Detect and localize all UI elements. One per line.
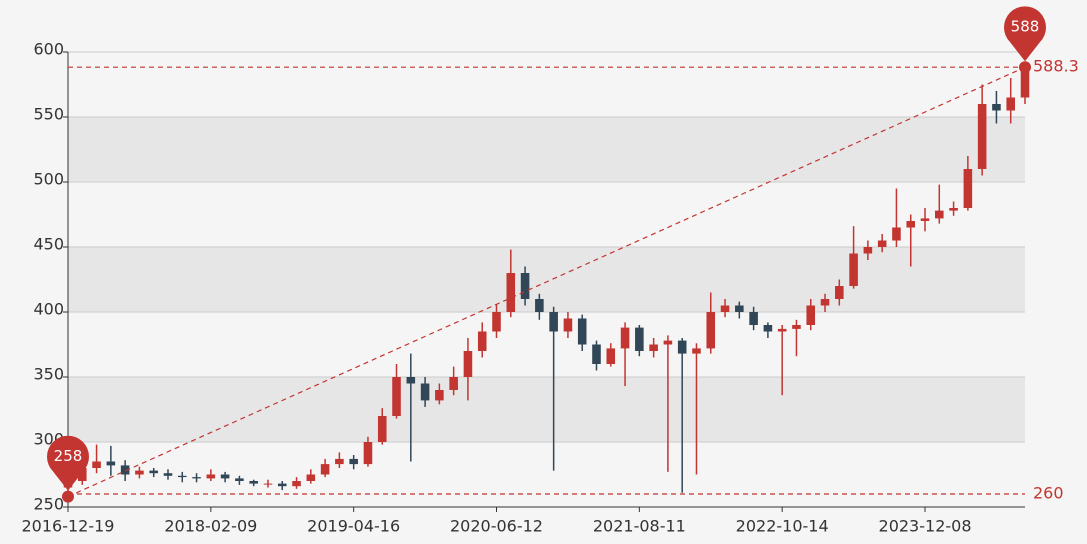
candle-body [792,325,801,329]
candle-body [735,305,744,312]
candle-body [563,318,573,332]
candle-body [963,169,973,208]
candle-body [720,305,730,312]
candle-body [135,470,144,475]
x-tick-label: 2019-04-16 [307,517,400,536]
candle-body [835,286,844,299]
candle-body [492,312,501,332]
candle-body [620,327,630,349]
grid-band [68,182,1025,247]
mark-dot [62,490,74,503]
candle-body [520,273,530,299]
candle-body [377,416,387,442]
candle-body [92,461,101,468]
candle-body [606,348,616,364]
candle-body [292,481,301,487]
candle-body [206,474,216,479]
candle-body [935,210,944,219]
candle-body [163,473,173,476]
candle-body [892,227,901,241]
candle-body [535,299,544,312]
candle-body [120,465,130,475]
candle-body [463,351,473,377]
grid-band [68,247,1025,312]
x-tick-label: 2022-10-14 [736,517,829,536]
y-tick-label: 450 [33,235,64,254]
mark-dot [1019,61,1031,74]
candle-body [177,475,187,478]
candle-body [1020,71,1030,98]
candle-body [363,442,373,465]
x-tick-label: 2018-02-09 [164,517,257,536]
y-tick-label: 350 [33,365,64,384]
candle-body [235,478,244,481]
candle-body [677,340,687,354]
candle-body [849,253,858,286]
mark-pin [1004,6,1046,62]
candle-body [749,312,758,325]
candle-body [992,104,1001,111]
candle-body [392,377,401,416]
trend-line [67,66,1026,498]
candle-body [306,474,316,481]
y-tick-label: 550 [33,105,64,124]
candle-body [349,458,358,465]
candle-body [706,312,716,349]
candle-body [435,390,444,401]
candle-body [106,461,116,466]
candle-body [449,377,458,390]
candle-body [906,221,916,228]
grid-band [68,117,1025,182]
candle-body [263,483,273,485]
candle-body [506,273,516,312]
candle-body [220,474,230,479]
x-tick-label: 2020-06-12 [450,517,543,536]
grid-band [68,312,1025,377]
y-tick-label: 500 [33,170,64,189]
candle-body [920,218,930,221]
mark-line-label: 260 [1033,484,1064,503]
candle-body [335,458,344,465]
candle-body [477,331,487,351]
candle-body [320,464,330,475]
y-tick-label: 400 [33,300,64,319]
candle-body [820,299,830,306]
candle-body [77,468,87,481]
y-tick-label: 250 [33,495,64,514]
candle-body [149,470,158,474]
candle-body [192,477,201,479]
candle-body [406,377,416,384]
candle-body [592,344,601,364]
candle-body [1006,97,1016,111]
candle-body [663,340,673,345]
candle-body [635,327,644,351]
x-tick-label: 2023-12-08 [879,517,972,536]
y-tick-label: 600 [33,40,64,59]
candle-body [863,247,873,254]
candle-body [277,483,287,487]
x-tick-label: 2016-12-19 [22,517,115,536]
candle-body [777,328,787,332]
candle-body [420,383,430,401]
candle-body [877,240,887,247]
grid-band [68,52,1025,117]
mark-pin-label: 258 [54,447,83,465]
candle-body [649,344,658,351]
mark-line-label: 588.3 [1033,57,1079,76]
mark-pin [47,435,89,491]
candle-body [949,208,958,211]
x-tick-label: 2021-08-11 [593,517,686,536]
candle-body [692,348,701,354]
candle-body [977,104,987,169]
candle-body [549,312,558,332]
candle-body [577,318,587,345]
mark-pin-label: 588 [1011,18,1040,36]
candle-body [806,305,816,325]
candle-body [249,481,258,484]
grid-band [68,377,1025,442]
candle-body [763,325,773,332]
